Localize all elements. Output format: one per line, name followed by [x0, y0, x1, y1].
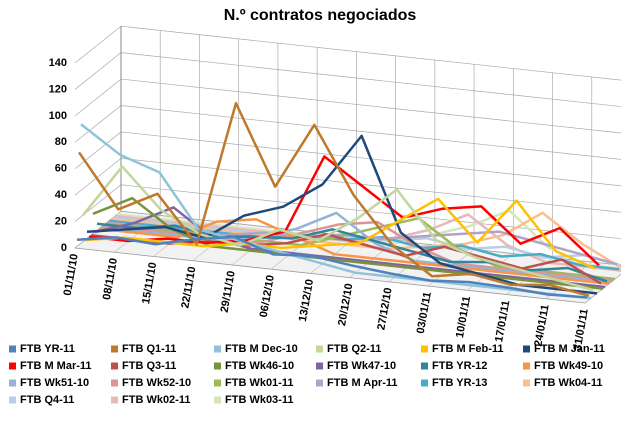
x-tick-label: 13/12/10 [297, 278, 316, 322]
legend-label: FTB Wk51-10 [20, 377, 89, 389]
legend-label: FTB Q4-11 [20, 394, 74, 406]
legend-item: FTB Q3-11 [111, 360, 176, 372]
legend-label: FTB YR-11 [20, 343, 75, 355]
legend-item: FTB Wk04-11 [523, 377, 602, 389]
legend-swatch [316, 345, 323, 353]
legend-swatch [316, 379, 323, 387]
grid-line [74, 131, 621, 187]
legend-swatch [9, 345, 16, 353]
y-tick-label: 80 [55, 136, 67, 148]
series-line [86, 134, 598, 295]
legend-swatch [9, 396, 16, 404]
legend-swatch [421, 362, 428, 370]
legend-label: FTB M Feb-11 [432, 343, 504, 355]
legend-item: FTB YR-11 [9, 343, 75, 355]
legend-item: FTB M Feb-11 [421, 343, 504, 355]
legend-item: FTB YR-12 [421, 360, 487, 372]
legend-swatch [9, 379, 16, 387]
legend-swatch [214, 379, 221, 387]
x-tick-label: 20/12/10 [336, 283, 355, 327]
legend-swatch [421, 379, 428, 387]
legend-swatch [111, 396, 118, 404]
legend-label: FTB YR-12 [432, 360, 487, 372]
legend-swatch [111, 362, 118, 370]
legend-item: FTB M Jan-11 [523, 343, 605, 355]
legend-swatch [9, 362, 16, 370]
legend-label: FTB M Jan-11 [534, 343, 605, 355]
legend-label: FTB Q3-11 [122, 360, 176, 372]
legend-swatch [316, 362, 323, 370]
legend-item: FTB Wk46-10 [214, 360, 294, 372]
legend-swatch [421, 345, 428, 353]
x-tick-label: 29/11/10 [219, 270, 238, 314]
y-tick-label: 20 [55, 215, 67, 227]
legend-swatch [111, 345, 118, 353]
legend-label: FTB M Mar-11 [20, 360, 92, 372]
x-tick-label: 10/01/11 [454, 295, 473, 339]
y-tick-label: 140 [49, 57, 67, 69]
legend-label: FTB Wk47-10 [327, 360, 396, 372]
series-line [110, 211, 621, 269]
x-tick-label: 01/11/10 [62, 253, 81, 297]
legend-item: FTB YR-13 [421, 377, 487, 389]
series-line [80, 123, 592, 300]
legend-label: FTB Q1-11 [122, 343, 176, 355]
legend-label: FTB Q2-11 [327, 343, 381, 355]
y-tick-label: 60 [55, 163, 67, 175]
legend-item: FTB Q4-11 [9, 394, 74, 406]
legend-label: FTB M Apr-11 [327, 377, 398, 389]
legend-item: FTB Wk47-10 [316, 360, 396, 372]
legend-swatch [214, 345, 221, 353]
y-tick-label: 40 [55, 189, 67, 201]
legend-label: FTB Wk52-10 [122, 377, 191, 389]
legend-label: FTB Wk02-11 [122, 394, 190, 406]
legend-swatch [523, 345, 530, 353]
x-tick-label: 06/12/10 [258, 274, 277, 318]
legend-label: FTB Wk04-11 [534, 377, 602, 389]
legend-item: FTB Wk49-10 [523, 360, 603, 372]
legend-item: FTB M Apr-11 [316, 377, 398, 389]
legend-item: FTB Wk01-11 [214, 377, 293, 389]
legend-swatch [523, 362, 530, 370]
series-line [88, 155, 600, 267]
grid-line [74, 25, 621, 81]
legend-swatch [214, 396, 221, 404]
legend-item: FTB Q2-11 [316, 343, 381, 355]
legend-swatch [111, 379, 118, 387]
series-line [94, 206, 606, 289]
x-tick-label: 24/01/11 [532, 304, 551, 348]
legend-item: FTB Wk52-10 [111, 377, 191, 389]
legend-label: FTB YR-13 [432, 377, 487, 389]
series-line [77, 101, 590, 298]
grid-line [74, 52, 621, 107]
y-tick-label: 100 [49, 110, 67, 122]
x-tick-label: 22/11/10 [179, 266, 198, 310]
x-tick-label: 17/01/11 [493, 299, 512, 343]
legend-swatch [523, 379, 530, 387]
legend-item: FTB Q1-11 [111, 343, 176, 355]
x-tick-label: 03/01/11 [415, 291, 434, 335]
legend-item: FTB Wk02-11 [111, 394, 190, 406]
y-tick-label: 120 [49, 83, 67, 95]
chart-title: N.º contratos negociados [224, 7, 417, 24]
grid-line [74, 78, 621, 134]
legend-label: FTB Wk46-10 [225, 360, 294, 372]
legend-label: FTB Wk01-11 [225, 377, 293, 389]
series-line [82, 165, 594, 292]
legend-swatch [214, 362, 221, 370]
legend-item: FTB Wk03-11 [214, 394, 293, 406]
legend-label: FTB Wk49-10 [534, 360, 603, 372]
x-tick-label: 27/12/10 [375, 287, 394, 331]
legend-item: FTB M Mar-11 [9, 360, 92, 372]
series-line [76, 235, 588, 299]
y-tick-label: 0 [61, 242, 67, 254]
x-tick-label: 15/11/10 [140, 261, 159, 305]
legend-label: FTB Wk03-11 [225, 394, 293, 406]
legend-item: FTB M Dec-10 [214, 343, 298, 355]
legend-item: FTB Wk51-10 [9, 377, 89, 389]
x-tick-label: 08/11/10 [101, 257, 120, 301]
legend-label: FTB M Dec-10 [225, 343, 298, 355]
